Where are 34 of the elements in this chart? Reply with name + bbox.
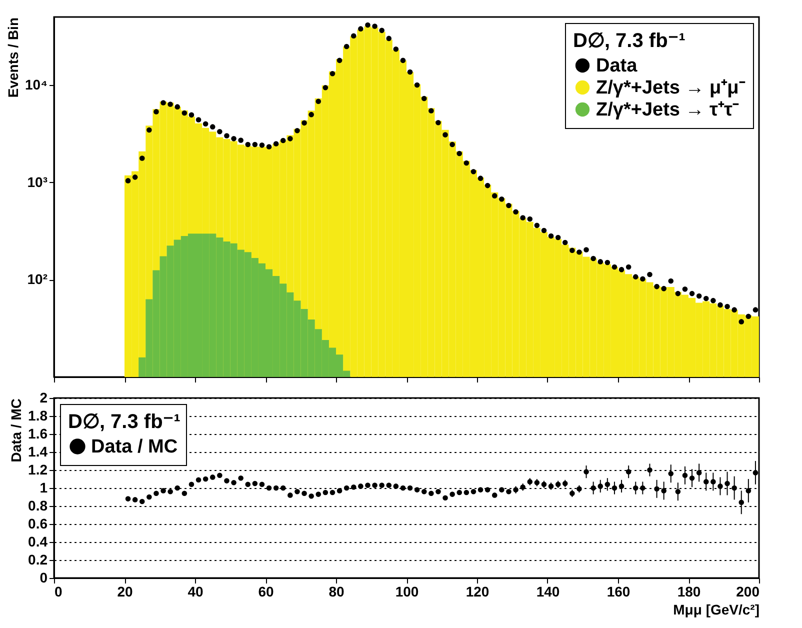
- y-tick-label: 0.6: [28, 516, 48, 532]
- x-tick-label: 0: [54, 584, 62, 600]
- legend-label: Data / MC: [91, 436, 178, 458]
- x-tick-label: 180: [677, 584, 701, 600]
- x-tick-label: 40: [188, 584, 204, 600]
- y-tick-label: 0.2: [28, 552, 48, 568]
- y-tick-label: 0.8: [28, 498, 48, 514]
- x-tick-label: 120: [466, 584, 490, 600]
- y-tick-label: 1.8: [28, 408, 48, 424]
- x-tick-label: 200: [736, 584, 760, 600]
- y-axis-title: Events / Bin: [5, 18, 22, 98]
- x-tick-label: 80: [328, 584, 344, 600]
- x-tick-label: 60: [258, 584, 274, 600]
- y-tick-label: 10⁴: [25, 76, 48, 93]
- y-tick-label: 1.2: [28, 462, 48, 478]
- legend-title: D∅, 7.3 fb⁻¹: [573, 30, 686, 52]
- legend-label: Data: [596, 56, 638, 76]
- x-tick-label: 100: [395, 584, 419, 600]
- y-tick-label: 0.4: [28, 534, 48, 550]
- legend-title: D∅, 7.3 fb⁻¹: [68, 411, 181, 433]
- y-tick-label: 10³: [27, 174, 48, 190]
- legend-label: Z/γ*+Jets → τ⁺τ⁻: [596, 100, 740, 120]
- legend-label: Z/γ*+Jets → μ⁺μ⁻: [596, 78, 746, 98]
- y-tick-label: 0: [40, 570, 48, 586]
- x-tick-label: 140: [536, 584, 560, 600]
- x-tick-label: 160: [606, 584, 630, 600]
- x-axis-title: Mμμ [GeV/c²]: [673, 602, 760, 618]
- y-tick-label: 1.6: [28, 426, 48, 442]
- y-axis-title: Data / MC: [8, 398, 24, 462]
- y-tick-label: 10²: [27, 271, 48, 288]
- y-tick-label: 2: [40, 390, 48, 406]
- y-tick-label: 1: [40, 480, 48, 496]
- x-tick-label: 20: [117, 584, 133, 600]
- y-tick-label: 1.4: [28, 444, 48, 460]
